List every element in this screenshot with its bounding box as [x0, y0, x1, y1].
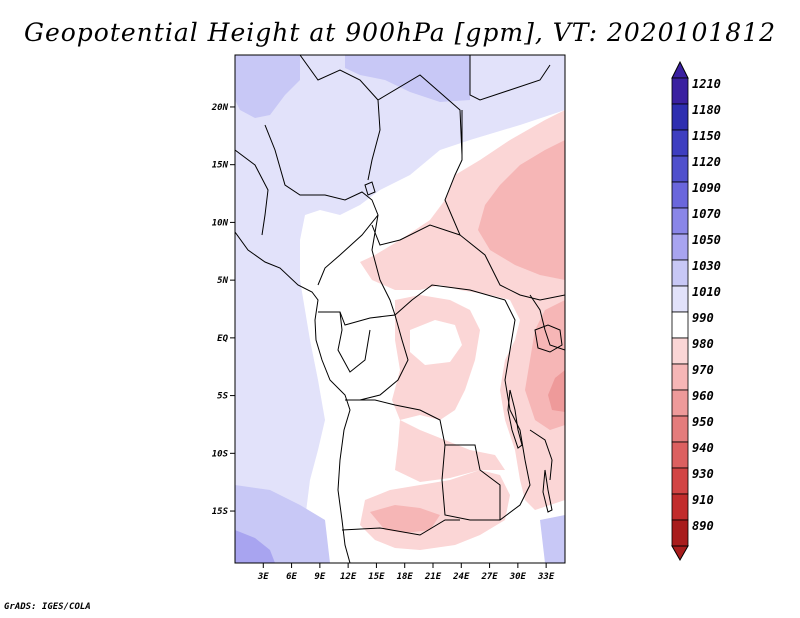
colorbar-label: 1030 — [692, 259, 721, 273]
colorbar-label: 970 — [692, 363, 714, 377]
lon-tick-label: 9E — [314, 572, 325, 582]
shaded-field — [235, 55, 565, 563]
longitude-axis: 3E 6E 9E 12E 15E 18E 21E 24E 27E 30E 33E — [257, 563, 555, 582]
colorbar-label: 960 — [692, 389, 714, 403]
coastline-west-africa — [235, 231, 351, 563]
colorbar-swatch — [671, 155, 689, 183]
border-uganda-kenya — [529, 294, 565, 351]
lon-tick-label: 18E — [397, 572, 414, 582]
lat-tick-label: EQ — [217, 334, 228, 344]
lat-tick-label: 10S — [212, 449, 229, 459]
band-970-east — [478, 140, 565, 280]
colorbar-swatch — [671, 207, 689, 235]
border-nigeria — [264, 124, 379, 286]
lon-tick-label: 12E — [340, 572, 357, 582]
lon-tick-label: 33E — [537, 572, 555, 582]
colorbar-label: 990 — [692, 311, 714, 325]
boundaries — [235, 55, 565, 563]
border-gabon — [337, 311, 371, 373]
lat-tick-label: 15S — [212, 507, 229, 517]
colorbar-label: 1070 — [692, 207, 721, 221]
lon-tick-label: 24E — [452, 572, 470, 582]
colorbar-swatch — [671, 285, 689, 313]
colorbar-swatch — [671, 363, 689, 391]
lon-tick-label: 15E — [368, 572, 385, 582]
colorbar-label: 910 — [692, 493, 714, 507]
colorbar-swatch — [671, 441, 689, 469]
coast-northeast — [469, 55, 551, 101]
colorbar-label: 980 — [692, 337, 714, 351]
band-1050-southwest — [235, 530, 275, 563]
border-drc-west — [359, 314, 409, 401]
colorbar-label: 890 — [692, 519, 714, 533]
colorbar-label: 950 — [692, 415, 714, 429]
colorbar-top-arrow — [671, 60, 689, 79]
band-990-island — [410, 320, 462, 365]
colorbar-swatch — [671, 467, 689, 495]
lat-tick-label: 5N — [217, 276, 228, 286]
colorbar-label: 1150 — [692, 129, 721, 143]
lat-tick-label: 15N — [212, 161, 229, 171]
border-niger-chad — [299, 55, 381, 181]
lat-tick-label: 5S — [217, 392, 228, 402]
band-1030-north — [235, 55, 300, 118]
colorbar-swatch — [671, 129, 689, 157]
colorbar-swatch — [671, 233, 689, 261]
border-tanzania — [529, 429, 553, 481]
border-angola — [345, 399, 501, 520]
lon-tick-label: 6E — [286, 572, 297, 582]
band-1010-west — [235, 55, 565, 563]
border-car — [371, 224, 461, 246]
colorbar-swatch — [671, 311, 689, 339]
colorbar-swatch — [671, 337, 689, 365]
colorbar-swatch — [671, 103, 689, 131]
colorbar-swatch — [671, 415, 689, 443]
map-frame — [234, 54, 566, 564]
lat-tick-label: 10N — [212, 218, 229, 228]
colorbar-swatch — [671, 389, 689, 417]
band-990-southwest — [345, 395, 395, 505]
colorbar-label: 1210 — [692, 77, 721, 91]
colorbar-bottom-arrow — [671, 545, 689, 562]
colorbar-label: 1120 — [692, 155, 721, 169]
band-1030-northeast — [345, 55, 470, 102]
lon-tick-label: 3E — [257, 572, 269, 582]
colorbar-swatch — [671, 77, 689, 105]
lake-malawi — [542, 469, 553, 513]
band-1030-southeast — [540, 515, 565, 563]
colorbar-swatch — [671, 181, 689, 209]
lat-tick-label: 20N — [211, 103, 229, 113]
border-angola-south — [341, 519, 460, 536]
band-980-mid — [395, 420, 505, 482]
lon-tick-label: 30E — [509, 572, 527, 582]
colorbar-swatch — [671, 519, 689, 547]
map-title: Geopotential Height at 900hPa [gpm], VT:… — [23, 18, 777, 47]
colorbar-label: 1090 — [692, 181, 721, 195]
border-sudan — [444, 110, 565, 301]
border-mali-niger — [235, 149, 269, 236]
colorbar-label: 940 — [692, 441, 714, 455]
colorbar-label: 1180 — [692, 103, 721, 117]
lake-chad — [364, 181, 376, 196]
lake-victoria — [534, 324, 563, 353]
border-east-lakes — [504, 299, 526, 461]
colorbar-label: 1050 — [692, 233, 721, 247]
lake-tanganyika — [507, 389, 523, 449]
lon-tick-label: 21E — [424, 572, 442, 582]
colorbar-label: 1010 — [692, 285, 721, 299]
latitude-axis: 20N 15N 10N 5N EQ 5S 10S 15S — [211, 103, 235, 517]
colorbar-label: 930 — [692, 467, 714, 481]
border-cameroon-car — [371, 214, 396, 316]
colorbar-swatch — [671, 493, 689, 521]
colorbar-swatch — [671, 259, 689, 287]
colorbar: 1210 1180 1150 1120 1090 1070 1050 1030 1010 990 9… — [671, 60, 721, 562]
band-970-south — [370, 505, 440, 533]
lon-tick-label: 27E — [480, 572, 498, 582]
border-libya-chad — [377, 74, 463, 156]
border-zambia — [441, 444, 531, 521]
grads-credit: GrADS: IGES/COLA — [4, 602, 91, 612]
band-960-lakes — [548, 370, 565, 412]
